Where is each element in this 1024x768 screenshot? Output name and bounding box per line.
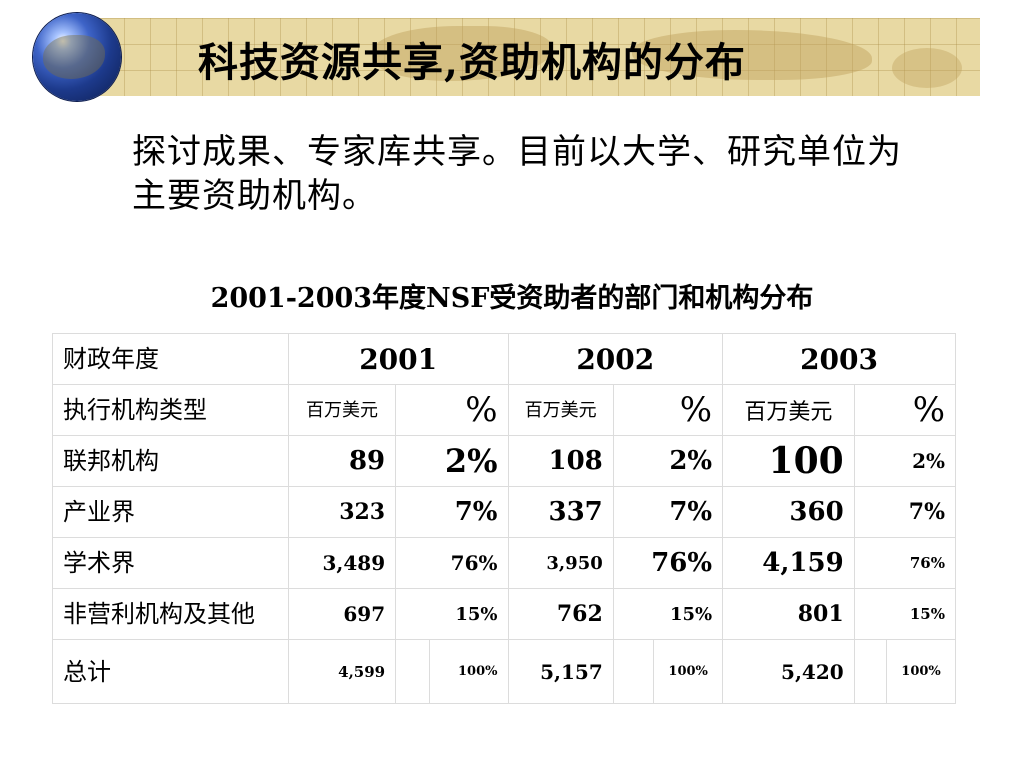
unit-pct-header: % [612,384,724,436]
percent-cell: 2% [395,435,509,487]
amount-cell: 5,420 [722,639,855,704]
table-title: 2001-2003年度NSF受资助者的部门和机构分布 [210,283,814,314]
empty-cell [853,639,888,704]
row-label: 非营利机构及其他 [52,588,289,640]
percent-cell: 100% [886,639,956,704]
percent-cell: 15% [395,588,509,640]
row-label: 联邦机构 [52,435,289,487]
map-decoration [632,30,872,80]
empty-cell [612,639,655,704]
header-row-years: 财政年度 2001 2002 2003 [52,333,956,385]
title-banner [72,18,980,96]
amount-cell: 801 [722,588,855,640]
amount-cell: 3,950 [507,537,614,589]
slide-title: 科技资源共享,资助机构的分布 [198,39,746,86]
amount-cell: 697 [287,588,397,640]
header-row-units: 执行机构类型 百万美元 % 百万美元 % 百万美元 % [52,384,957,436]
table-row: 学术界 3,489 76% 3,950 76% 4,159 76% [52,537,957,589]
amount-cell: 100 [722,435,855,487]
percent-cell: 15% [853,588,957,640]
amount-cell: 108 [507,435,614,487]
percent-cell: 100% [428,639,509,704]
table-row: 非营利机构及其他 697 15% 762 15% 801 15% [52,588,957,640]
distribution-table: 财政年度 2001 2002 2003 执行机构类型 百万美元 % 百万美元 %… [52,333,957,704]
amount-cell: 4,159 [722,537,855,589]
amount-cell: 337 [507,486,614,538]
percent-cell: 76% [853,537,957,589]
percent-cell: 100% [653,639,724,704]
amount-cell: 323 [287,486,397,538]
globe-icon [33,13,121,101]
unit-pct-header: % [853,384,957,436]
percent-cell: 7% [395,486,509,538]
amount-cell: 89 [287,435,397,487]
row-label: 产业界 [52,486,289,538]
empty-cell [395,639,430,704]
table-row: 产业界 323 7% 337 7% 360 7% [52,486,957,538]
amount-cell: 360 [722,486,855,538]
percent-cell: 2% [612,435,724,487]
unit-amount-header: 百万美元 [507,384,614,436]
table-row: 总计 4,599 100% 5,157 100% 5,420 100% [52,639,956,704]
body-text: 探讨成果、专家库共享。目前以大学、研究单位为主要资助机构。 [132,132,902,216]
percent-cell: 7% [853,486,957,538]
year-header: 2003 [722,333,956,385]
year-header: 2002 [507,333,724,385]
unit-pct-header: % [395,384,509,436]
year-header: 2001 [287,333,509,385]
header-fiscal-year: 财政年度 [52,333,289,385]
amount-cell: 4,599 [287,639,397,704]
unit-amount-header: 百万美元 [287,384,397,436]
percent-cell: 7% [612,486,724,538]
header-org-type: 执行机构类型 [52,384,289,436]
percent-cell: 76% [395,537,509,589]
table-row: 联邦机构 89 2% 108 2% 100 2% [52,435,957,487]
unit-amount-header: 百万美元 [722,384,855,436]
percent-cell: 15% [612,588,724,640]
percent-cell: 2% [853,435,957,487]
amount-cell: 5,157 [507,639,614,704]
amount-cell: 762 [507,588,614,640]
map-decoration [892,48,962,88]
amount-cell: 3,489 [287,537,397,589]
row-label: 学术界 [52,537,289,589]
row-label: 总计 [52,639,289,704]
percent-cell: 76% [612,537,724,589]
